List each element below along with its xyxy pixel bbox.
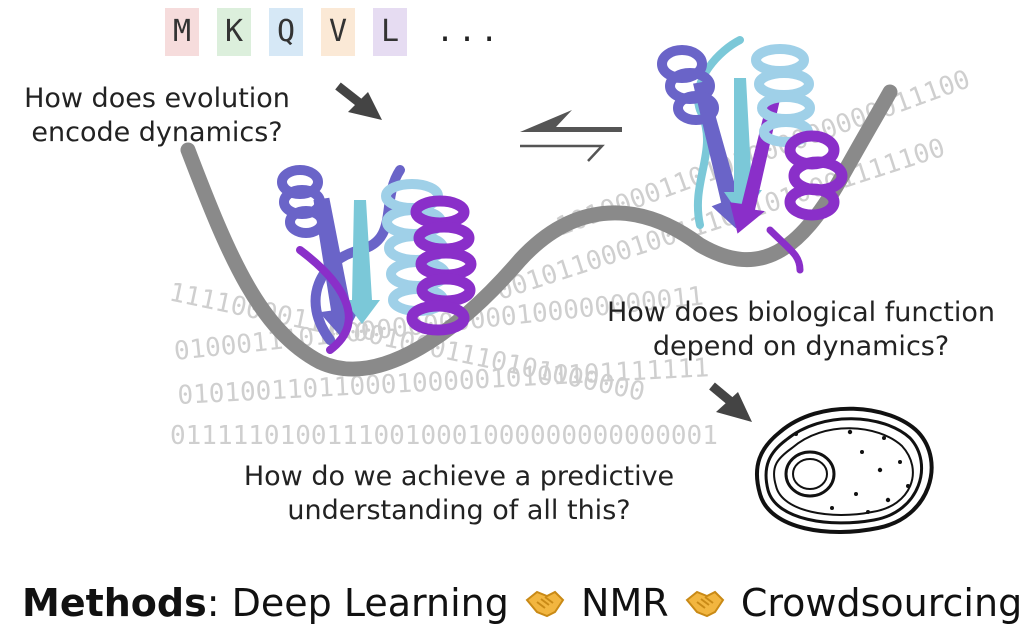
question-line: encode dynamics? — [31, 117, 283, 148]
methods-line: Methods: Deep Learning NMR Crowdsourcing — [22, 578, 1022, 628]
beta-strand-icon — [344, 200, 380, 324]
methods-separator: : — [206, 581, 220, 625]
method-item: NMR — [581, 581, 669, 625]
method-item: Deep Learning — [231, 581, 509, 625]
protein-structure-icon — [657, 36, 848, 274]
residue: M — [165, 8, 199, 56]
sequence-ellipsis: ... — [436, 14, 503, 49]
helix-icon — [784, 130, 848, 221]
method-item: Crowdsourcing — [740, 581, 1023, 625]
question-line: depend on dynamics? — [652, 331, 950, 362]
question-function: How does biological function depend on d… — [594, 296, 1008, 364]
down-arrow-icon — [335, 82, 382, 120]
residue: V — [321, 8, 355, 56]
cell-icon — [754, 406, 934, 534]
handshake-icon — [525, 590, 565, 618]
helix-icon — [751, 44, 815, 147]
down-arrow-icon — [709, 382, 752, 422]
question-line: How does biological function — [607, 297, 995, 328]
methods-label: Methods — [22, 581, 207, 625]
helix-icon — [657, 45, 719, 125]
question-evolution: How does evolution encode dynamics? — [14, 82, 300, 150]
equilibrium-arrows-icon — [520, 110, 622, 162]
helix-icon — [406, 195, 477, 336]
residue: K — [217, 8, 251, 56]
residue: L — [373, 8, 407, 56]
question-line: How do we achieve a predictive — [243, 461, 675, 492]
handshake-icon — [685, 590, 725, 618]
residue: Q — [269, 8, 303, 56]
helix-icon — [277, 165, 327, 238]
question-line: understanding of all this? — [287, 495, 631, 526]
question-predictive: How do we achieve a predictive understan… — [232, 460, 686, 528]
binary-row: 01111101001110010001000000000000001 — [170, 421, 718, 451]
protein-structure-icon — [277, 165, 477, 354]
beta-strand-icon — [724, 78, 762, 218]
question-line: How does evolution — [24, 83, 290, 114]
nucleus-icon — [784, 450, 836, 498]
